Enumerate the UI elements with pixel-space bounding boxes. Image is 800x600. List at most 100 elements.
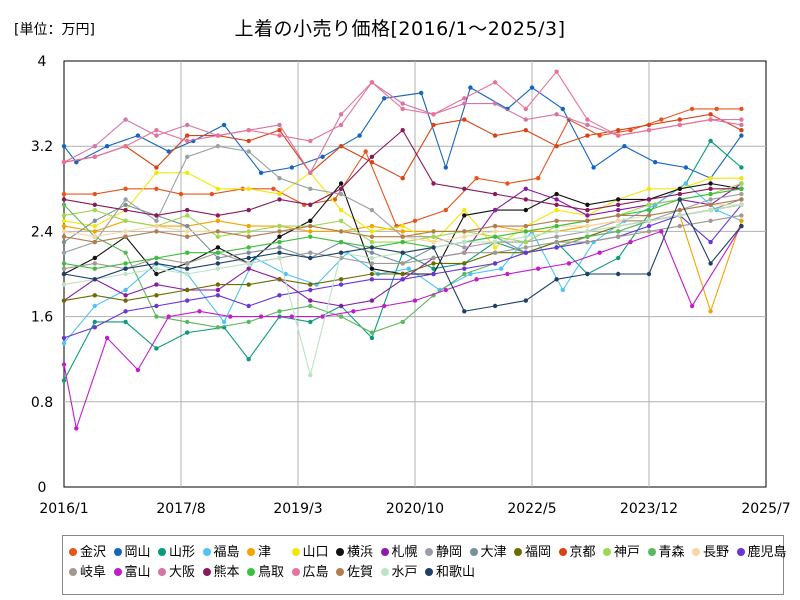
data-point <box>523 229 528 234</box>
data-point <box>646 186 652 191</box>
data-point <box>554 69 559 74</box>
data-point <box>677 223 682 229</box>
data-point <box>209 191 214 197</box>
data-point <box>708 197 713 202</box>
data-point <box>92 277 98 282</box>
x-tick-label: 2023/12 <box>620 501 678 517</box>
data-point <box>492 250 498 255</box>
data-point <box>462 101 467 106</box>
data-point <box>523 239 528 245</box>
data-point <box>739 202 744 207</box>
data-point <box>154 223 159 229</box>
data-point <box>154 271 159 277</box>
data-point <box>739 218 744 223</box>
data-point <box>258 170 264 175</box>
data-point <box>382 96 387 101</box>
data-point <box>123 202 128 207</box>
legend-item: 金沢 <box>69 541 106 560</box>
data-point <box>616 255 621 261</box>
data-point <box>708 218 713 223</box>
data-point <box>622 144 627 149</box>
legend-label: 大津 <box>480 545 507 560</box>
data-point <box>554 229 559 234</box>
legend-marker <box>425 547 433 556</box>
legend-label: 鹿児島 <box>747 545 787 560</box>
data-point <box>369 298 375 303</box>
legend-label: 青森 <box>658 545 685 560</box>
data-point <box>628 239 633 245</box>
data-point <box>462 245 467 250</box>
data-point <box>523 234 528 239</box>
data-point <box>185 261 190 266</box>
legend-marker <box>247 567 255 576</box>
data-point <box>677 117 682 122</box>
data-point <box>61 229 67 234</box>
data-point <box>585 239 590 245</box>
legend-item: 横浜 <box>336 541 373 560</box>
data-point <box>215 218 221 223</box>
data-point <box>492 191 498 197</box>
data-point <box>308 319 313 325</box>
unit-label: [単位：万円] <box>14 22 95 38</box>
data-point <box>197 309 202 314</box>
series-line <box>63 86 742 179</box>
legend-marker <box>113 567 122 576</box>
data-point <box>431 239 436 245</box>
data-point <box>400 319 405 325</box>
legend-item: 山形 <box>158 541 195 560</box>
data-point <box>246 261 251 266</box>
data-point <box>492 207 498 213</box>
data-point <box>677 191 682 197</box>
data-point <box>646 213 652 218</box>
legend-marker <box>647 547 656 556</box>
data-point <box>154 261 159 266</box>
data-point <box>646 229 652 234</box>
legend-item: 福岡 <box>514 541 551 560</box>
data-point <box>400 234 405 239</box>
legend-label: 京都 <box>569 545 596 560</box>
data-point <box>739 122 744 128</box>
data-point <box>419 90 424 96</box>
data-point <box>369 154 375 159</box>
data-point <box>431 229 436 234</box>
legend-item: 熊本 <box>202 561 240 580</box>
data-point <box>185 271 190 277</box>
data-point <box>185 266 190 271</box>
data-point <box>597 250 602 255</box>
data-point <box>338 229 344 234</box>
data-point <box>123 234 128 239</box>
data-point <box>412 218 418 223</box>
legend-marker <box>736 547 745 556</box>
data-point <box>92 325 98 330</box>
data-point <box>215 250 221 255</box>
data-point <box>123 144 128 149</box>
legend-marker <box>336 567 344 576</box>
data-point <box>104 144 110 149</box>
legend-marker <box>69 547 77 556</box>
legend-label: 神戸 <box>614 545 641 560</box>
legend-item: 山口 <box>291 541 329 560</box>
legend-label: 横浜 <box>347 545 374 560</box>
data-point <box>308 303 313 309</box>
data-point <box>536 176 541 181</box>
data-point <box>123 293 128 298</box>
data-point <box>369 223 375 229</box>
data-point <box>739 165 744 170</box>
data-point <box>560 287 565 293</box>
data-point <box>739 117 744 122</box>
series-富山 <box>61 223 744 431</box>
data-point <box>431 122 436 128</box>
legend-marker <box>291 567 300 576</box>
data-point <box>246 266 251 271</box>
data-point <box>400 250 405 255</box>
data-point <box>123 197 128 202</box>
data-point <box>277 293 282 298</box>
data-point <box>400 271 405 277</box>
data-point <box>338 191 344 197</box>
data-point <box>369 80 375 85</box>
data-point <box>320 314 325 319</box>
data-point <box>708 117 713 122</box>
data-point <box>92 202 98 207</box>
data-point <box>154 282 159 287</box>
y-tick-label: 1.6 <box>31 310 53 326</box>
